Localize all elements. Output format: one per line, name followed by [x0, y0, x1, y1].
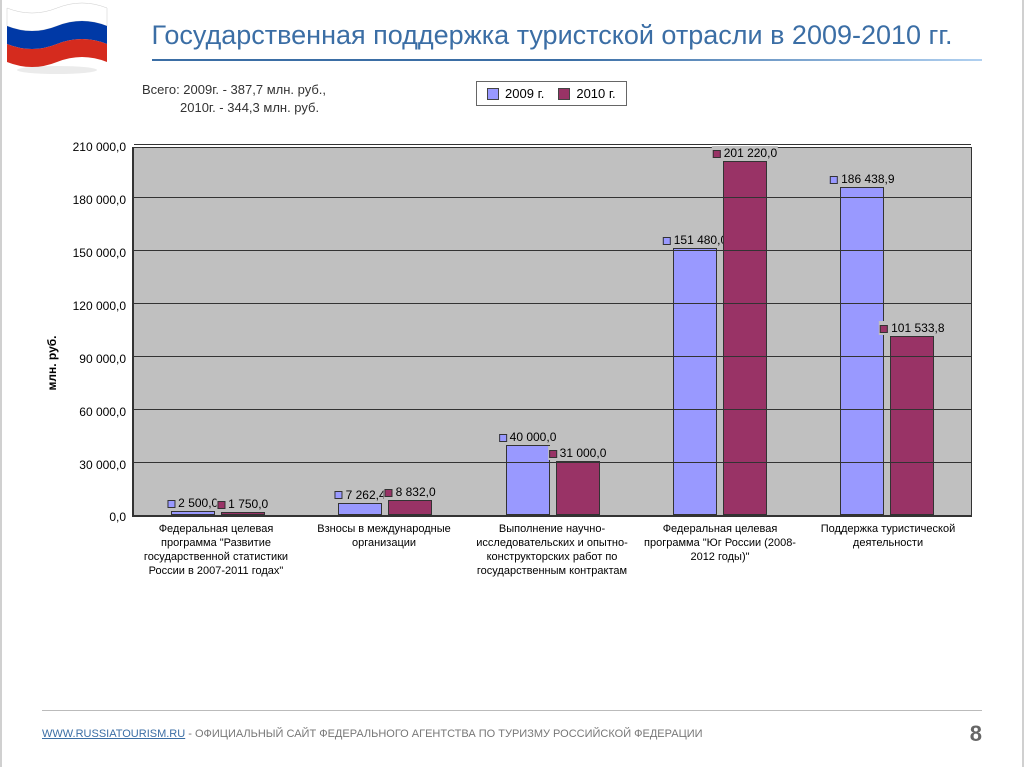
bar: 40 000,0 — [506, 445, 550, 515]
series-marker-icon — [385, 489, 393, 497]
bar-group: 7 262,48 832,0 — [301, 148, 468, 515]
x-category-label: Поддержка туристической деятельности — [804, 517, 972, 578]
bar: 8 832,0 — [388, 500, 432, 516]
y-tick: 60 000,0 — [79, 405, 126, 419]
series-marker-icon — [880, 325, 888, 333]
bar-value-label: 1 750,0 — [216, 497, 269, 511]
footer-text: WWW.RUSSIATOURISM.RU - ОФИЦИАЛЬНЫЙ САЙТ … — [42, 728, 703, 740]
title-underline — [152, 59, 982, 61]
subtitle: Всего: 2009г. - 387,7 млн. руб., 2010г. … — [142, 81, 326, 117]
gridline — [134, 250, 971, 251]
y-tick: 150 000,0 — [73, 246, 126, 260]
bar-value-label: 8 832,0 — [384, 485, 437, 499]
x-category-label: Взносы в международные организации — [300, 517, 468, 578]
bar: 31 000,0 — [556, 461, 600, 516]
footer: WWW.RUSSIATOURISM.RU - ОФИЦИАЛЬНЫЙ САЙТ … — [42, 710, 982, 747]
subtitle-line: 2010г. - 344,3 млн. руб. — [142, 99, 326, 117]
subtitle-row: Всего: 2009г. - 387,7 млн. руб., 2010г. … — [142, 81, 982, 117]
legend-item-2009: 2009 г. — [487, 86, 544, 101]
y-tick: 30 000,0 — [79, 458, 126, 472]
series-marker-icon — [830, 176, 838, 184]
bar-group: 151 480,0 201 220,0 — [636, 148, 803, 515]
bar-value-label: 31 000,0 — [548, 446, 608, 460]
chart-legend: 2009 г. 2010 г. — [476, 81, 627, 106]
series-marker-icon — [549, 450, 557, 458]
series-marker-icon — [335, 491, 343, 499]
gridline — [134, 197, 971, 198]
y-tick: 90 000,0 — [79, 352, 126, 366]
footer-link[interactable]: WWW.RUSSIATOURISM.RU — [42, 728, 185, 740]
bar: 7 262,4 — [338, 503, 382, 516]
bar-value-label: 40 000,0 — [498, 430, 558, 444]
legend-label: 2010 г. — [576, 86, 615, 101]
bar-group: 40 000,031 000,0 — [469, 148, 636, 515]
series-marker-icon — [713, 150, 721, 158]
x-axis: Федеральная целевая программа "Развитие … — [132, 517, 972, 578]
gridline — [134, 462, 971, 463]
chart: млн. руб. 0,030 000,060 000,090 000,0120… — [62, 147, 972, 578]
bar-value-label: 101 533,8 — [879, 321, 945, 335]
legend-label: 2009 г. — [505, 86, 544, 101]
page-title: Государственная поддержка туристской отр… — [42, 20, 982, 51]
series-marker-icon — [167, 500, 175, 508]
bar-groups: 2 500,01 750,07 262,48 832,040 000,031 0… — [134, 148, 971, 515]
page-number: 8 — [970, 721, 982, 747]
bar-group: 2 500,01 750,0 — [134, 148, 301, 515]
swatch-2010 — [558, 88, 570, 100]
bar-value-label: 2 500,0 — [166, 496, 219, 510]
footer-suffix: - ОФИЦИАЛЬНЫЙ САЙТ ФЕДЕРАЛЬНОГО АГЕНТСТВ… — [185, 728, 702, 740]
x-category-label: Федеральная целевая программа "Развитие … — [132, 517, 300, 578]
bar-value-label: 151 480,0 — [662, 233, 728, 247]
slide: Государственная поддержка туристской отр… — [0, 0, 1024, 767]
bar-value-label: 186 438,9 — [829, 172, 895, 186]
series-marker-icon — [217, 501, 225, 509]
y-axis: 0,030 000,060 000,090 000,0120 000,0150 … — [62, 147, 132, 517]
y-tick: 180 000,0 — [73, 193, 126, 207]
y-axis-label: млн. руб. — [45, 335, 59, 390]
gridline — [134, 144, 971, 145]
plot-area: 2 500,01 750,07 262,48 832,040 000,031 0… — [132, 147, 972, 517]
x-category-label: Федеральная целевая программа "Юг России… — [636, 517, 804, 578]
y-tick: 0,0 — [109, 510, 126, 524]
bar: 186 438,9 — [840, 187, 884, 515]
gridline — [134, 356, 971, 357]
series-marker-icon — [663, 237, 671, 245]
bar-group: 186 438,9101 533,8 — [804, 148, 971, 515]
series-marker-icon — [499, 434, 507, 442]
subtitle-line: Всего: 2009г. - 387,7 млн. руб., — [142, 81, 326, 99]
flag-icon — [2, 0, 112, 90]
bar: 101 533,8 — [890, 336, 934, 515]
bar: 2 500,0 — [171, 511, 215, 515]
bar: 1 750,0 — [221, 512, 265, 515]
y-tick: 210 000,0 — [73, 140, 126, 154]
gridline — [134, 409, 971, 410]
bar: 151 480,0 — [673, 248, 717, 515]
y-tick: 120 000,0 — [73, 299, 126, 313]
x-category-label: Выполнение научно-исследовательских и оп… — [468, 517, 636, 578]
bar-value-label: 7 262,4 — [334, 488, 387, 502]
bar-value-label: 201 220,0 — [712, 146, 778, 160]
swatch-2009 — [487, 88, 499, 100]
gridline — [134, 303, 971, 304]
legend-item-2010: 2010 г. — [558, 86, 615, 101]
